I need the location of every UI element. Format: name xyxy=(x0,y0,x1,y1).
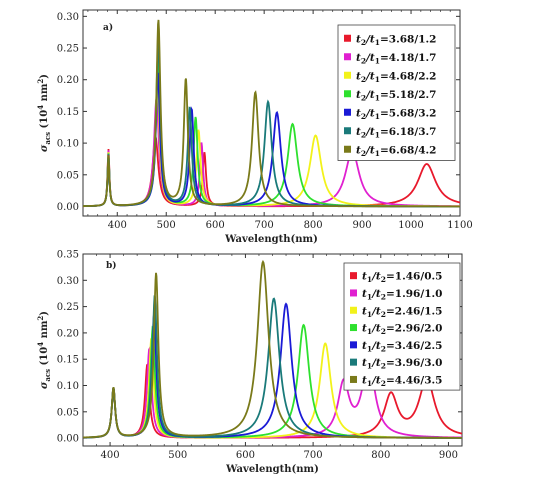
y-tick-label: 0.00 xyxy=(57,202,79,213)
legend-entry: t1/t2=4.46/3.5 xyxy=(362,374,442,388)
chart-panel-a: 400 500 600 700 800 900 1000 1100 0.00 0.05 0.10 0.… xyxy=(36,9,473,245)
legend-entry: t2/t1=6.18/3.7 xyxy=(356,126,436,140)
y-tick-label: 0.05 xyxy=(57,407,79,418)
x-tick-label: 500 xyxy=(168,450,187,461)
legend-swatch xyxy=(344,71,351,79)
legend-entry: t2/t1=5.68/3.2 xyxy=(356,107,436,121)
x-axis-label: Wavelength(nm) xyxy=(225,464,319,475)
legend-entry: t1/t2=3.96/3.0 xyxy=(362,357,442,371)
legend-swatch xyxy=(350,358,357,366)
legend-swatch xyxy=(350,341,357,349)
y-tick-label: 0.35 xyxy=(57,250,79,261)
x-tick-label: 700 xyxy=(304,450,323,461)
x-tick-label: 800 xyxy=(304,220,323,231)
legend-swatch xyxy=(344,53,351,61)
series-line-7 xyxy=(83,19,460,208)
legend-swatch xyxy=(350,375,357,383)
y-tick-label: 0.00 xyxy=(57,434,79,445)
legend-swatch xyxy=(344,90,351,98)
legend-entry: t1/t2=1.46/0.5 xyxy=(362,271,442,285)
legend-box xyxy=(343,262,461,391)
legend-swatch xyxy=(344,127,351,135)
legend-swatch xyxy=(344,108,351,116)
panel-tag: a) xyxy=(103,22,113,33)
legend-entry: t2/t1=4.18/1.7 xyxy=(356,52,436,66)
y-tick-label: 0.05 xyxy=(57,170,79,181)
legend-entry: t2/t1=4.68/2.2 xyxy=(356,70,436,84)
legend-swatch xyxy=(350,324,357,332)
legend-swatch xyxy=(344,34,351,42)
x-tick-label: 800 xyxy=(371,450,390,461)
series-line-7 xyxy=(83,259,462,439)
x-tick-label: 500 xyxy=(157,220,176,231)
x-tick-label: 700 xyxy=(255,220,274,231)
y-tick-label: 0.20 xyxy=(57,75,79,86)
legend: t1/t2=1.46/0.5 t1/t2=1.96/1.0 t1/t2=2.46/1… xyxy=(343,262,461,391)
legend-entry: t1/t2=3.46/2.5 xyxy=(362,340,442,354)
y-tick-label: 0.30 xyxy=(57,12,79,23)
y-tick-label: 0.25 xyxy=(57,302,79,313)
y-tick-label: 0.25 xyxy=(57,44,79,55)
x-tick-label: 1100 xyxy=(447,220,472,231)
x-tick-label: 600 xyxy=(206,220,225,231)
legend-entry: t2/t1=3.68/1.2 xyxy=(356,33,436,47)
legend-swatch xyxy=(350,272,357,280)
plot-frame xyxy=(82,9,461,217)
x-tick-label: 400 xyxy=(108,220,127,231)
chart-panel-b: 400 500 600 700 800 900 0.00 0.05 0.10 0.15 0.20 0.… xyxy=(36,250,463,475)
y-axis-label: σacs (104 nm2) xyxy=(36,311,52,389)
legend-entry: t1/t2=2.46/1.5 xyxy=(362,305,442,319)
y-tick-label: 0.20 xyxy=(57,328,79,339)
x-tick-label: 900 xyxy=(353,220,372,231)
y-axis-label: σacs (104 nm2) xyxy=(36,74,52,152)
x-tick-label: 1000 xyxy=(398,220,423,231)
legend-entry: t1/t2=1.96/1.0 xyxy=(362,288,442,302)
legend-entry: t1/t2=2.96/2.0 xyxy=(362,323,442,337)
legend-swatch xyxy=(350,306,357,314)
x-tick-label: 600 xyxy=(236,450,255,461)
x-tick-label: 400 xyxy=(101,450,120,461)
legend-entry: t2/t1=5.18/2.7 xyxy=(356,89,436,103)
legend-box xyxy=(337,24,456,161)
y-tick-label: 0.15 xyxy=(57,355,79,366)
legend: t2/t1=3.68/1.2 t2/t1=4.18/1.7 t2/t1=4.68/2… xyxy=(337,24,456,161)
panel-tag: b) xyxy=(106,260,117,271)
y-tick-label: 0.10 xyxy=(57,381,79,392)
y-tick-label: 0.10 xyxy=(57,139,79,150)
x-axis-label: Wavelength(nm) xyxy=(224,234,318,245)
x-tick-label: 900 xyxy=(439,450,458,461)
legend-entry: t2/t1=6.68/4.2 xyxy=(356,144,436,158)
y-tick-label: 0.30 xyxy=(57,276,79,287)
y-tick-label: 0.15 xyxy=(57,107,79,118)
legend-swatch xyxy=(350,289,357,297)
legend-swatch xyxy=(344,145,351,153)
